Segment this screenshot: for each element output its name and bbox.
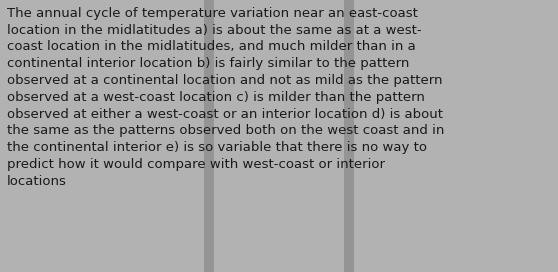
Bar (344, 0, 354, 272)
Bar (204, 0, 214, 272)
Text: The annual cycle of temperature variation near an east-coast
location in the mid: The annual cycle of temperature variatio… (7, 7, 444, 188)
